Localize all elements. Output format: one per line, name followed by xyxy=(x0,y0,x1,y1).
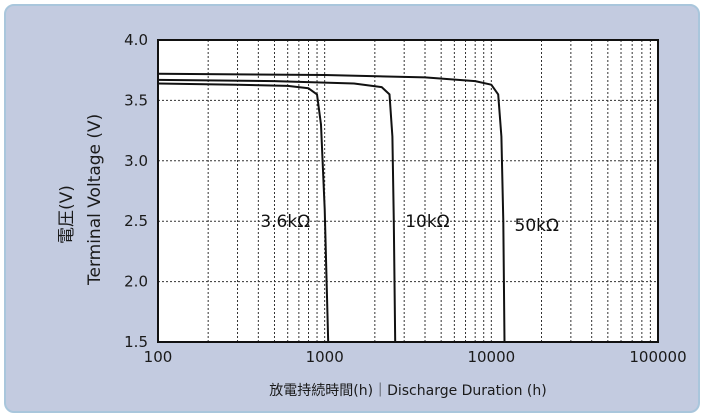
x-axis-title: 放電持続時間(h)｜Discharge Duration (h) xyxy=(269,382,546,399)
y-tick-label: 4.0 xyxy=(124,31,148,49)
curves xyxy=(157,72,506,343)
y-tick-label: 2.0 xyxy=(124,273,148,291)
y-tick-label: 3.0 xyxy=(124,152,148,170)
curve-label: 10kΩ xyxy=(405,212,449,232)
y-tick-label: 1.5 xyxy=(124,333,148,351)
y-ticks: 1.5 2.0 2.5 3.0 3.5 4.0 xyxy=(124,31,148,351)
curve-2 xyxy=(157,72,506,343)
y-tick-label: 2.5 xyxy=(124,212,148,230)
x-ticks: 100 1000 10000 100000 xyxy=(144,348,687,366)
x-tick-label: 1000 xyxy=(306,348,344,366)
x-tick-label: 100 xyxy=(144,348,173,366)
curve-0 xyxy=(157,82,330,343)
y-axis-title-jp: 電圧(V) xyxy=(57,185,77,244)
x-tick-label: 100000 xyxy=(629,348,686,366)
plot-area xyxy=(158,40,658,342)
plot-border xyxy=(157,39,659,343)
grid-lines xyxy=(158,40,658,342)
curve-label: 3.6kΩ xyxy=(260,212,310,232)
curve-labels: 3.6kΩ 10kΩ 50kΩ xyxy=(260,212,559,236)
curve-1 xyxy=(157,78,397,343)
y-tick-label: 3.5 xyxy=(124,91,148,109)
y-axis-title: Terminal Voltage (V) xyxy=(85,114,105,286)
x-tick-label: 10000 xyxy=(467,348,515,366)
curve-label: 50kΩ xyxy=(515,216,559,236)
